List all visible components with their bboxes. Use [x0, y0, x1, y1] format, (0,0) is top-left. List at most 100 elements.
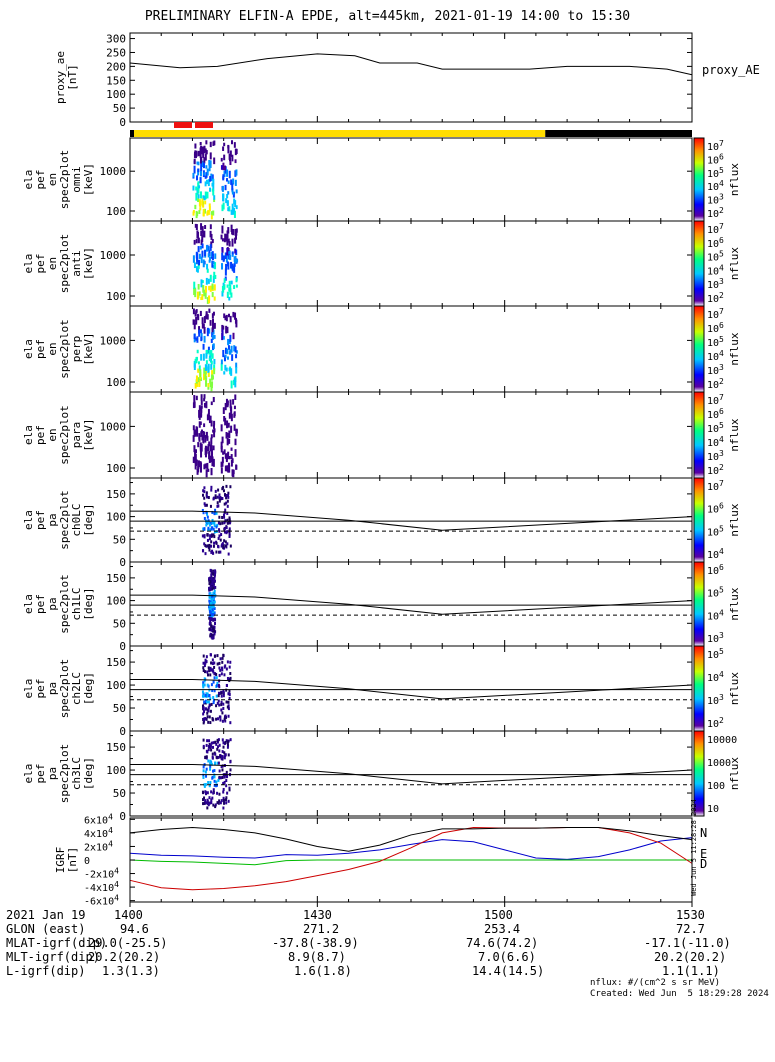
pitch-angle-cell — [209, 781, 212, 785]
colorbar-tick-label: 105 — [707, 524, 724, 538]
pitch-angle-cell — [221, 542, 224, 546]
pitch-angle-cell — [228, 665, 231, 669]
pitch-angle-cell — [207, 496, 210, 500]
spectrogram-cell — [210, 437, 213, 445]
pitch-angle-cell — [206, 670, 209, 674]
spectrogram-cell — [213, 284, 216, 291]
pitch-angle-cell — [216, 738, 219, 742]
spectrogram-cell — [228, 153, 231, 160]
y-axis-title-line: spec2plot — [58, 319, 71, 379]
spectrogram-cell — [212, 429, 215, 433]
pitch-angle-cell — [212, 629, 215, 633]
spectrogram-cell — [226, 178, 229, 182]
colorbar-tick-label: 105 — [707, 647, 724, 661]
spectrogram-cell — [207, 246, 210, 251]
spectrogram-cell — [221, 247, 224, 252]
y-tick-label: 1000 — [100, 249, 127, 262]
footer-value: 74.6(74.2) — [466, 936, 539, 950]
pitch-angle-cell — [207, 803, 210, 807]
spectrogram-cell — [235, 354, 238, 359]
spectrogram-cell — [230, 459, 233, 467]
pitch-angle-cell — [219, 715, 222, 719]
spectrogram-cell — [235, 429, 238, 434]
pitch-angle-cell — [204, 717, 207, 721]
panel-frame — [129, 645, 693, 732]
pitch-angle-cell — [216, 504, 219, 508]
pitch-angle-cell — [218, 529, 221, 533]
y-tick-label: 100 — [106, 290, 126, 303]
pitch-angle-cell — [205, 707, 208, 711]
spectrogram-cell — [229, 288, 232, 295]
pitch-angle-cell — [206, 694, 209, 698]
spectrogram-cell — [193, 158, 196, 165]
spectrogram-cell — [210, 251, 213, 257]
colorbar-tick-label: 102 — [707, 291, 724, 305]
spectrogram-cell — [220, 359, 223, 365]
pitch-angle-cell — [227, 753, 230, 757]
footer-value: 29.0(-25.5) — [88, 936, 168, 950]
spectrogram-cell — [197, 194, 200, 199]
pitch-angle-cell — [218, 679, 221, 683]
pitch-angle-cell — [219, 776, 222, 780]
spectrogram-cell — [209, 187, 212, 192]
igrf-line-e — [129, 859, 692, 866]
spectrogram-cell — [193, 336, 196, 343]
pitch-angle-cell — [212, 745, 215, 749]
spectrogram-cell — [225, 325, 228, 334]
spectrogram-cell — [201, 280, 204, 284]
pitch-angle-cell — [211, 689, 214, 693]
y-tick-label: 0 — [119, 556, 126, 569]
spectrogram-cell — [228, 350, 231, 355]
pitch-angle-cell — [201, 704, 204, 708]
pitch-angle-cell — [213, 665, 216, 669]
spectrogram-cell — [212, 210, 215, 216]
pitch-angle-cell — [227, 744, 230, 748]
pitch-angle-cell — [209, 634, 212, 638]
colorbar-tick-label: 4x104 — [84, 826, 113, 840]
spectrogram-cell — [224, 347, 227, 354]
y-axis-title-line: ela — [22, 594, 35, 614]
pitch-angle-cell — [225, 775, 228, 779]
pitch-angle-cell — [209, 764, 212, 768]
y-tick-label: 50 — [113, 702, 126, 715]
pitch-angle-cell — [224, 753, 227, 757]
spectrogram-cell — [223, 154, 226, 161]
pitch-angle-cell — [225, 493, 228, 497]
spectrogram-cell — [204, 291, 207, 299]
pitch-angle-cell — [203, 801, 206, 805]
pitch-angle-cell — [213, 611, 216, 615]
spectrogram-cell — [207, 468, 210, 472]
pitch-angle-panel: 0 50 100 150 ela pef pa spec2plot ch0LC [deg] 104 1… — [22, 477, 741, 569]
spectrogram-cell — [205, 140, 208, 145]
spectrogram-cell — [206, 168, 209, 176]
spectrogram-cell — [209, 320, 212, 326]
spectrogram-cell — [206, 414, 209, 421]
spectrogram-cell — [222, 193, 225, 202]
spectrogram-cell — [197, 361, 200, 365]
spectrogram-cell — [199, 467, 202, 473]
pitch-angle-cell — [221, 711, 224, 715]
pitch-angle-cell — [227, 495, 230, 499]
pitch-angle-cell — [203, 516, 206, 520]
pitch-angle-cell — [203, 700, 206, 704]
spectrogram-cell — [226, 284, 229, 288]
pitch-angle-cell — [220, 703, 223, 707]
spectrogram-cell — [195, 459, 198, 466]
spectrogram-cell — [221, 204, 224, 212]
pitch-angle-cell — [213, 579, 216, 583]
y-axis-title-line: ch0LC — [70, 503, 83, 536]
y-tick-label: 0 — [119, 810, 126, 823]
spectrogram-cell — [200, 223, 203, 230]
pitch-angle-cell — [210, 540, 213, 544]
pitch-angle-cell — [220, 691, 223, 695]
pitch-angle-cell — [223, 801, 226, 805]
pitch-angle-cell — [215, 742, 218, 746]
spectrogram-cell — [193, 323, 196, 330]
pitch-angle-cell — [206, 791, 209, 795]
pitch-angle-cell — [207, 545, 210, 549]
spectrogram-cell — [233, 198, 236, 205]
spectrogram-cell — [221, 238, 224, 242]
spectrogram-cell — [234, 380, 237, 388]
spectrogram-cell — [209, 175, 212, 182]
spectrogram-cell — [234, 394, 237, 400]
